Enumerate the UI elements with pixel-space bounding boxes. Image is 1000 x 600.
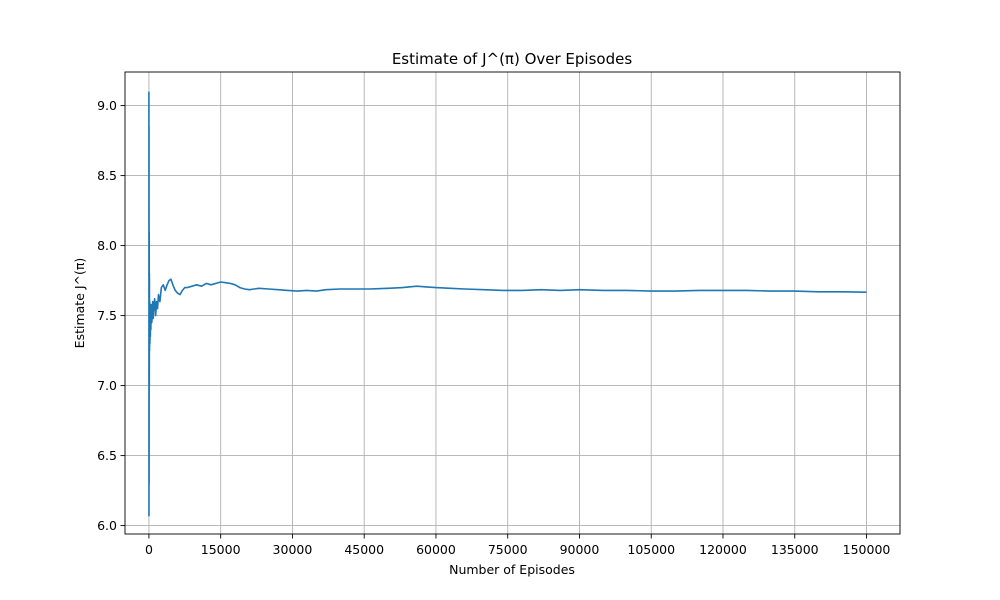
x-axis-label: Number of Episodes	[449, 562, 575, 577]
x-axis-ticks: 0 15000 30000 45000 60000 75000 90000 105000 120…	[145, 534, 890, 557]
x-tick-label: 15000	[201, 542, 241, 557]
y-tick-label: 7.5	[97, 308, 117, 323]
x-tick-label: 135000	[771, 542, 819, 557]
x-tick-label: 30000	[273, 542, 313, 557]
y-axis-label: Estimate J^(π)	[72, 258, 87, 349]
x-tick-label: 75000	[488, 542, 528, 557]
x-tick-label: 60000	[416, 542, 456, 557]
series-layer	[148, 91, 867, 517]
chart-title: Estimate of J^(π) Over Episodes	[392, 50, 633, 68]
x-tick-label: 120000	[699, 542, 747, 557]
y-tick-label: 6.5	[97, 448, 117, 463]
plot-frame	[124, 71, 901, 535]
y-tick-label: 8.5	[97, 168, 117, 183]
x-tick-label: 150000	[843, 542, 891, 557]
series-line	[148, 91, 867, 517]
x-tick-label: 0	[145, 542, 153, 557]
grid-lines	[125, 72, 900, 534]
x-tick-label: 90000	[560, 542, 600, 557]
y-axis-ticks: 6.0 6.5 7.0 7.5 8.0 8.5 9.0	[97, 98, 125, 533]
y-tick-label: 8.0	[97, 238, 117, 253]
y-tick-label: 7.0	[97, 378, 117, 393]
y-tick-label: 6.0	[97, 518, 117, 533]
x-tick-label: 45000	[344, 542, 384, 557]
y-tick-label: 9.0	[97, 98, 117, 113]
x-tick-label: 105000	[627, 542, 675, 557]
